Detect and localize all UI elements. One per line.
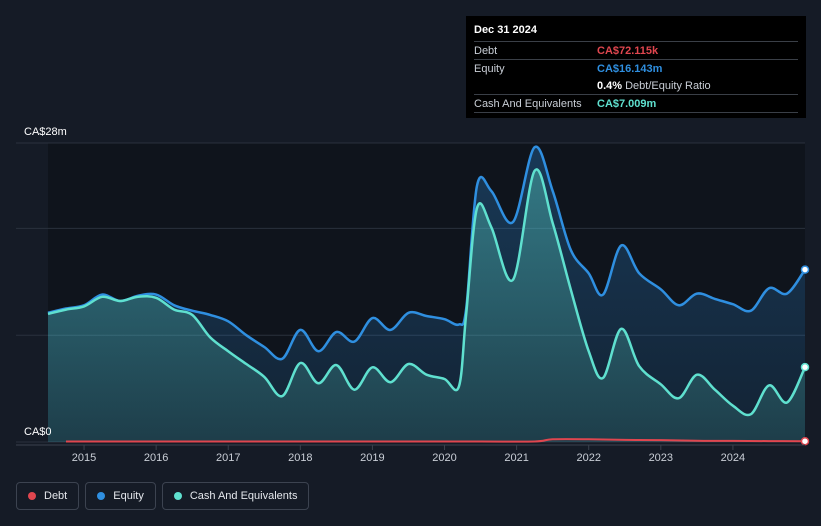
data-tooltip: Dec 31 2024 Debt CA$72.115k Equity CA$16… bbox=[466, 16, 806, 118]
tooltip-ratio-value: 0.4% bbox=[597, 80, 623, 92]
debt-line bbox=[66, 438, 806, 443]
legend-equity-label: Equity bbox=[113, 490, 144, 502]
x-tick-label: 2018 bbox=[288, 452, 312, 464]
x-tick-label: 2017 bbox=[216, 452, 240, 464]
tooltip-row-equity: Equity CA$16.143m bbox=[474, 59, 798, 77]
equity-dot-icon bbox=[97, 492, 106, 500]
x-axis: 2015 2016 2017 2018 2019 2020 2021 2022 2023 2024 bbox=[16, 444, 805, 464]
legend-debt-label: Debt bbox=[44, 490, 68, 502]
x-tick-label: 2020 bbox=[432, 452, 456, 464]
x-tick-label: 2015 bbox=[72, 452, 96, 464]
x-tick-label: 2024 bbox=[721, 452, 745, 464]
tooltip-ratio-suffix: Debt/Equity Ratio bbox=[625, 80, 711, 92]
x-tick-label: 2019 bbox=[360, 452, 384, 464]
equity-endpoint-marker bbox=[800, 265, 810, 274]
tooltip-equity-value: CA$16.143m bbox=[597, 63, 663, 75]
tooltip-row-cash: Cash And Equivalents CA$7.009m bbox=[474, 94, 798, 113]
legend-item-cash[interactable]: Cash And Equivalents bbox=[161, 482, 310, 510]
chart-legend: Debt Equity Cash And Equivalents bbox=[16, 482, 310, 510]
tooltip-date: Dec 31 2024 bbox=[474, 24, 537, 36]
debt-dot-icon bbox=[28, 492, 36, 500]
tooltip-debt-value: CA$72.115k bbox=[597, 45, 659, 57]
y-axis-top-label: CA$28m bbox=[24, 126, 67, 138]
tooltip-cash-label: Cash And Equivalents bbox=[474, 98, 582, 110]
legend-cash-label: Cash And Equivalents bbox=[189, 490, 298, 502]
debt-endpoint-marker bbox=[800, 436, 810, 446]
x-tick-label: 2023 bbox=[649, 452, 673, 464]
equity-line bbox=[47, 145, 807, 361]
y-axis-bottom-label: CA$0 bbox=[24, 426, 52, 438]
x-tick-label: 2021 bbox=[504, 452, 528, 464]
tooltip-cash-value: CA$7.009m bbox=[597, 98, 657, 110]
cash-line bbox=[47, 168, 807, 417]
cash-dot-icon bbox=[173, 492, 182, 500]
x-tick-label: 2016 bbox=[144, 452, 168, 464]
series-layer bbox=[47, 145, 810, 446]
tooltip-row-ratio: 0.4% Debt/Equity Ratio bbox=[474, 77, 798, 94]
x-tick-label: 2022 bbox=[576, 452, 600, 464]
tooltip-debt-label: Debt bbox=[474, 45, 498, 57]
cash-endpoint-marker bbox=[800, 362, 810, 372]
tooltip-equity-label: Equity bbox=[474, 63, 505, 75]
cash-area bbox=[48, 169, 805, 442]
legend-item-equity[interactable]: Equity bbox=[85, 482, 156, 510]
tooltip-row-debt: Debt CA$72.115k bbox=[474, 41, 798, 59]
legend-item-debt[interactable]: Debt bbox=[16, 482, 80, 510]
